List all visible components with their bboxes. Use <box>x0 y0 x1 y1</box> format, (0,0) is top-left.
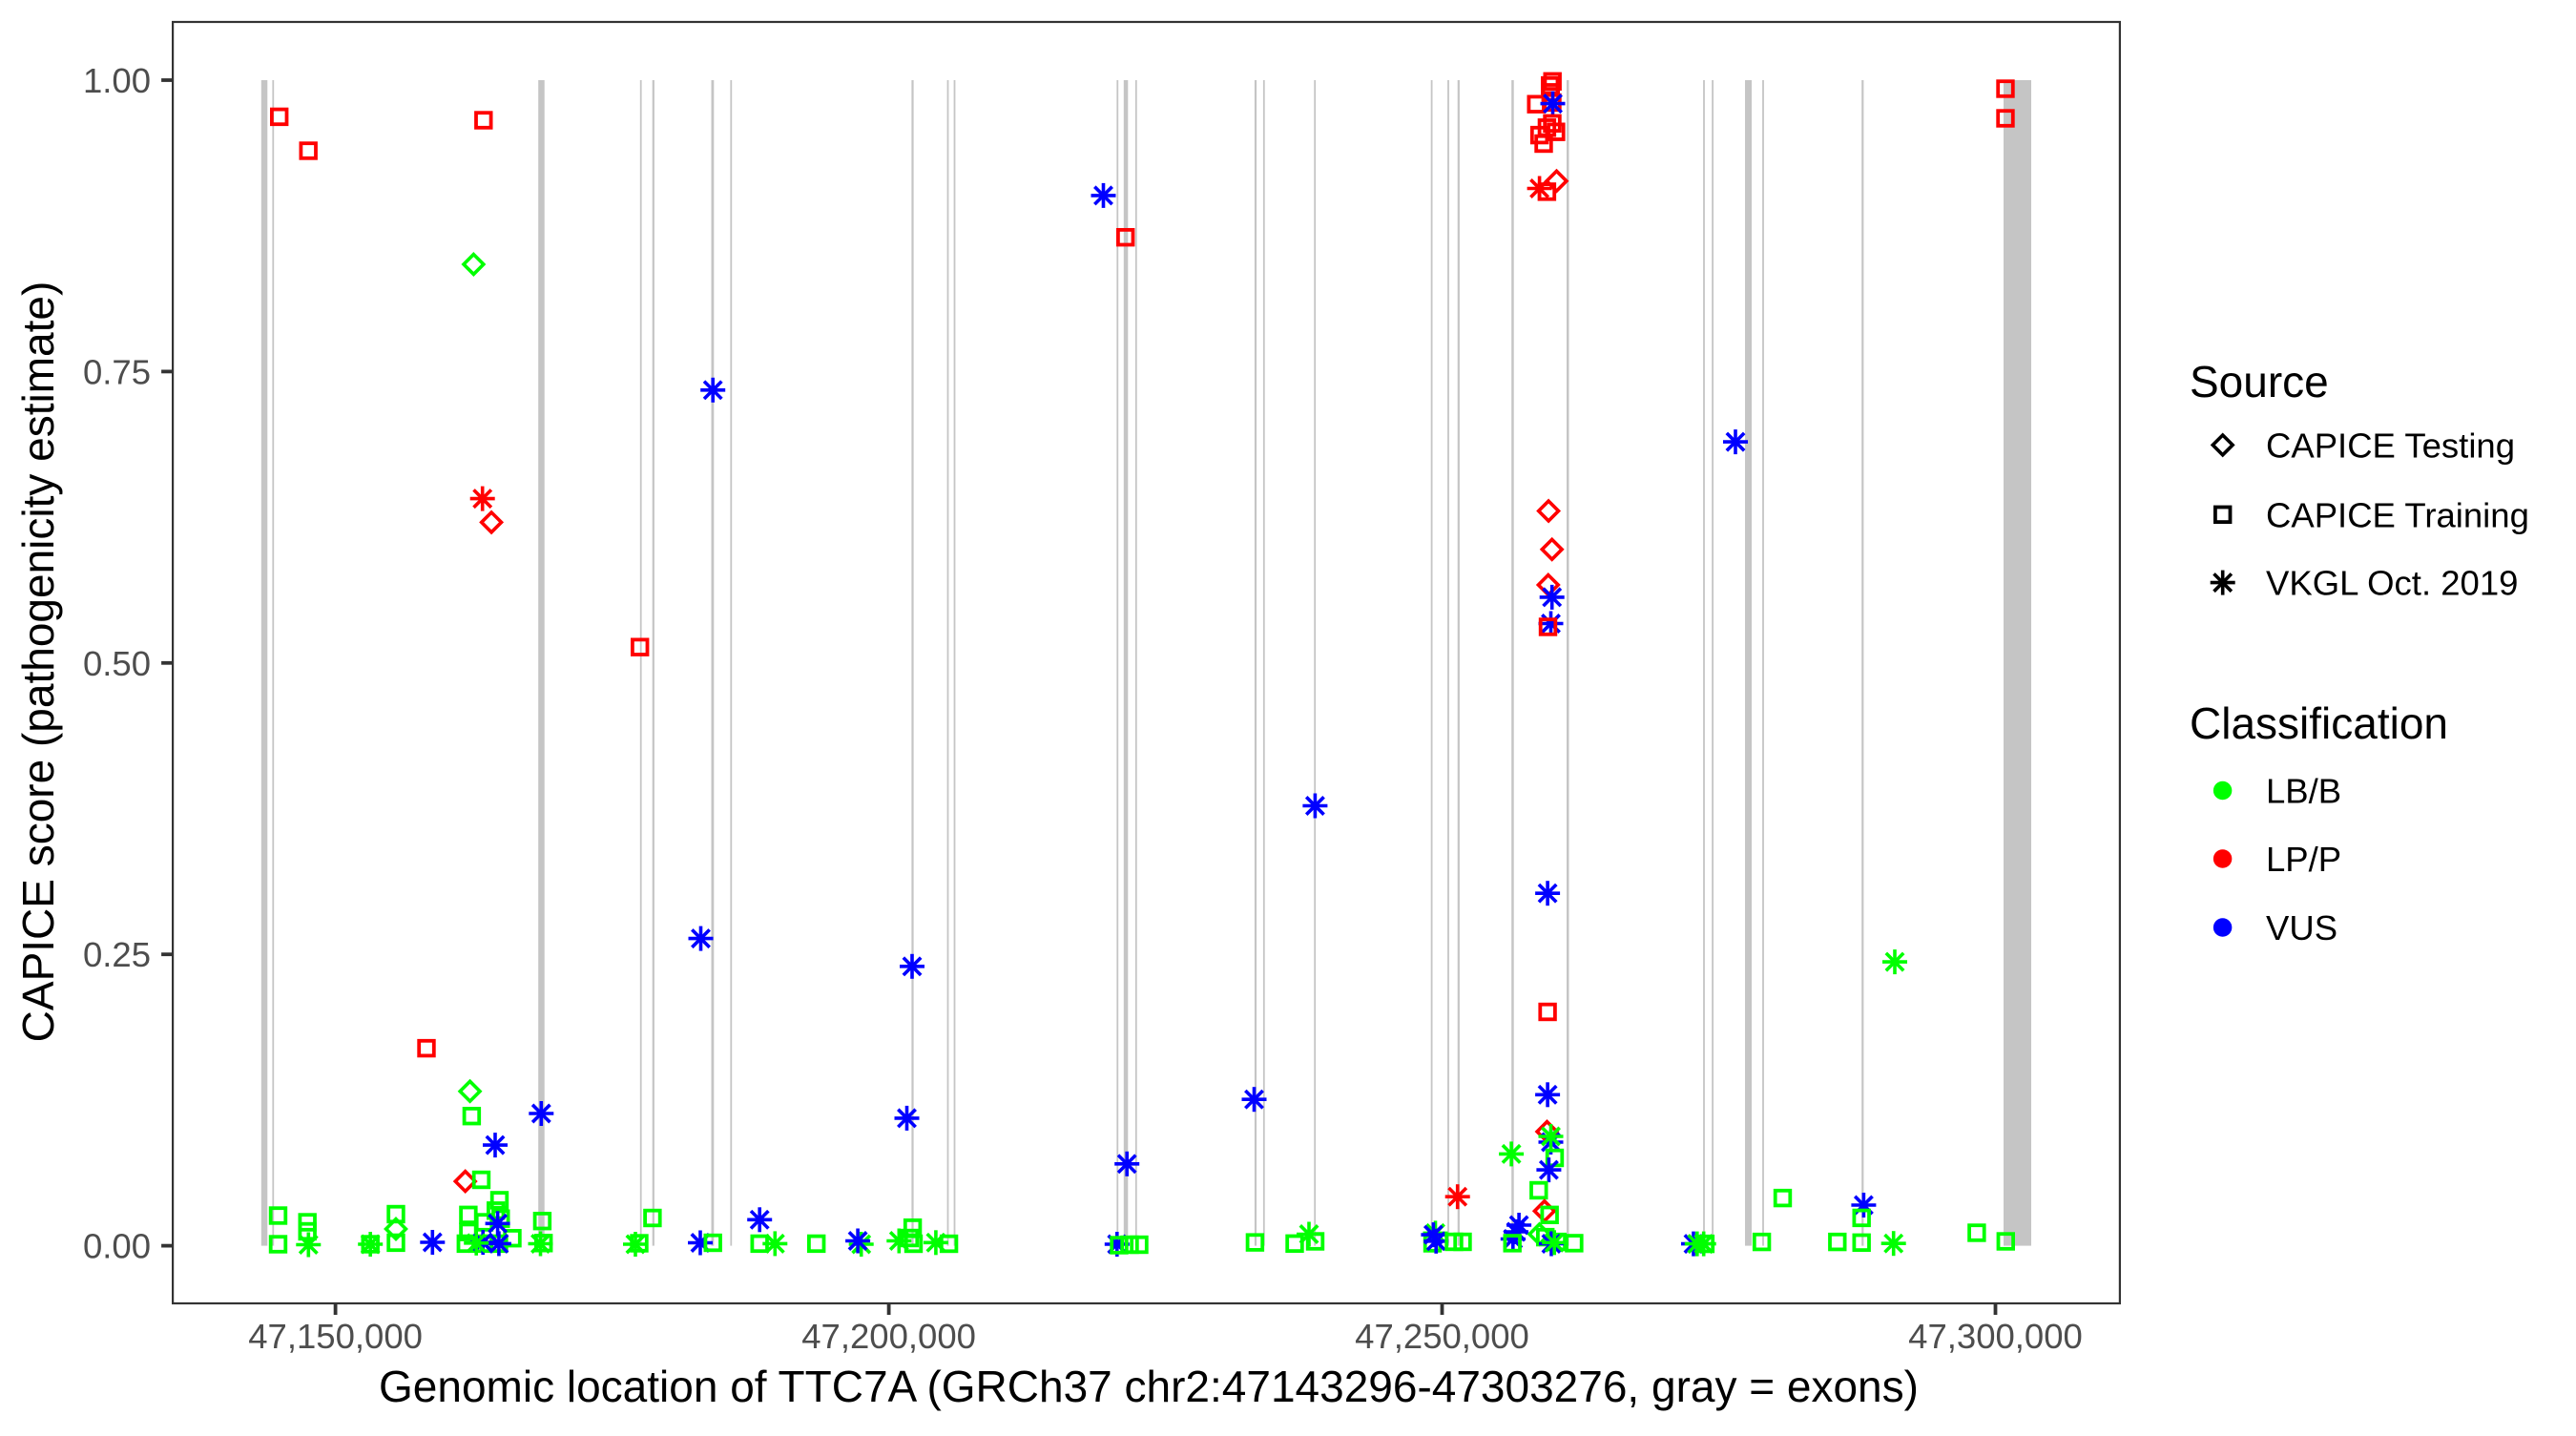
svg-text:CAPICE Training: CAPICE Training <box>2266 495 2529 534</box>
svg-text:1.00: 1.00 <box>83 61 151 100</box>
svg-text:0.75: 0.75 <box>83 352 151 391</box>
svg-text:47,250,000: 47,250,000 <box>1355 1317 1529 1356</box>
svg-text:CAPICE Testing: CAPICE Testing <box>2266 426 2515 465</box>
svg-text:0.25: 0.25 <box>83 935 151 974</box>
svg-text:LB/B: LB/B <box>2266 772 2341 811</box>
svg-text:47,300,000: 47,300,000 <box>1908 1317 2083 1356</box>
svg-text:VUS: VUS <box>2266 908 2337 947</box>
svg-text:Classification: Classification <box>2190 698 2448 748</box>
svg-text:47,150,000: 47,150,000 <box>248 1317 423 1356</box>
svg-text:0.00: 0.00 <box>83 1227 151 1266</box>
svg-text:47,200,000: 47,200,000 <box>801 1317 976 1356</box>
svg-text:VKGL Oct. 2019: VKGL Oct. 2019 <box>2266 564 2518 603</box>
svg-text:Genomic location of TTC7A (GRC: Genomic location of TTC7A (GRCh37 chr2:4… <box>379 1362 1919 1411</box>
svg-text:Source: Source <box>2190 357 2329 406</box>
svg-text:LP/P: LP/P <box>2266 840 2341 879</box>
svg-text:CAPICE score (pathogenicity es: CAPICE score (pathogenicity estimate) <box>13 281 63 1043</box>
svg-text:0.50: 0.50 <box>83 644 151 683</box>
